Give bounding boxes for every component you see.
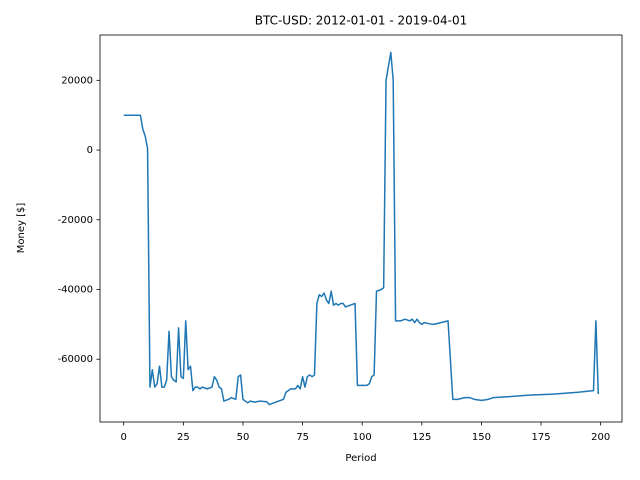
- x-tick-label: 100: [353, 432, 372, 443]
- x-tick-label: 175: [531, 432, 550, 443]
- y-axis-label: Money [$]: [16, 203, 27, 254]
- x-tick-label: 75: [296, 432, 309, 443]
- x-tick-label: 25: [177, 432, 190, 443]
- y-tick-label: -40000: [58, 285, 93, 296]
- x-tick-label: 50: [237, 432, 250, 443]
- plot-frame: [99, 34, 623, 423]
- line-series: [123, 51, 600, 406]
- chart-title: BTC-USD: 2012-01-01 - 2019-04-01: [255, 14, 468, 28]
- y-tick-label: -20000: [58, 215, 93, 226]
- x-tick-label: 150: [472, 432, 491, 443]
- y-tick-label: -60000: [58, 354, 93, 365]
- x-axis-label: Period: [345, 453, 376, 464]
- x-tick-label: 200: [591, 432, 610, 443]
- y-tick-label: 0: [87, 145, 93, 156]
- x-tick-label: 125: [412, 432, 431, 443]
- x-tick-label: 0: [121, 432, 127, 443]
- y-tick-label: 20000: [61, 75, 93, 86]
